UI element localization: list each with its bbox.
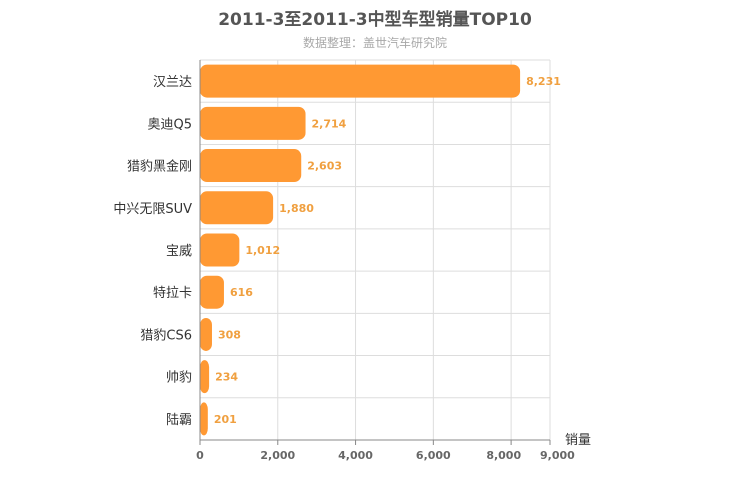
- bar[interactable]: [200, 360, 210, 394]
- bar[interactable]: [200, 233, 240, 267]
- category-label: 中兴无限SUV: [113, 202, 192, 217]
- chart-title: 2011-3至2011-3中型车型销量TOP10: [218, 10, 532, 30]
- bar[interactable]: [200, 275, 224, 309]
- bars: [200, 64, 521, 436]
- category-label: 特拉卡: [153, 286, 192, 301]
- data-label: 1,880: [279, 202, 314, 215]
- x-tick-label: 2,000: [260, 449, 295, 462]
- category-label: 帅豹: [166, 371, 192, 386]
- category-label: 汉兰达: [153, 75, 192, 90]
- x-tick-label: 9,000: [540, 449, 575, 462]
- category-label: 陆霸: [166, 412, 192, 428]
- x-tick-label: 4,000: [338, 449, 373, 462]
- chart-subtitle: 数据整理：盖世汽车研究院: [302, 36, 447, 50]
- x-axis-title: 销量: [565, 433, 591, 448]
- data-label: 2,714: [312, 117, 347, 130]
- data-label: 234: [215, 371, 238, 384]
- axes: [199, 60, 551, 445]
- data-label: 2,603: [307, 160, 342, 173]
- data-label: 1,012: [245, 244, 280, 257]
- x-tick-label: 6,000: [416, 449, 451, 462]
- bar[interactable]: [200, 317, 212, 351]
- category-label: 猎豹CS6: [140, 328, 192, 343]
- category-label: 宝威: [166, 244, 192, 259]
- grid-lines: [199, 59, 551, 441]
- bar[interactable]: [200, 106, 306, 140]
- x-tick-label: 0: [196, 449, 204, 462]
- bar[interactable]: [200, 64, 521, 98]
- data-label: 201: [214, 413, 237, 426]
- data-label: 308: [218, 328, 241, 341]
- x-tick-label: 8,000: [486, 449, 521, 462]
- bar[interactable]: [200, 402, 208, 436]
- bar[interactable]: [200, 149, 302, 183]
- data-label: 8,231: [526, 75, 561, 88]
- category-label: 奥迪Q5: [147, 117, 192, 132]
- category-label: 猎豹黑金刚: [127, 159, 192, 175]
- labels: 汉兰达 8,231 奥迪Q5 2,714 猎豹黑金刚 2,603 中兴无限SUV 1,880 宝…: [113, 75, 575, 462]
- data-label: 616: [230, 286, 253, 299]
- bar[interactable]: [200, 191, 274, 225]
